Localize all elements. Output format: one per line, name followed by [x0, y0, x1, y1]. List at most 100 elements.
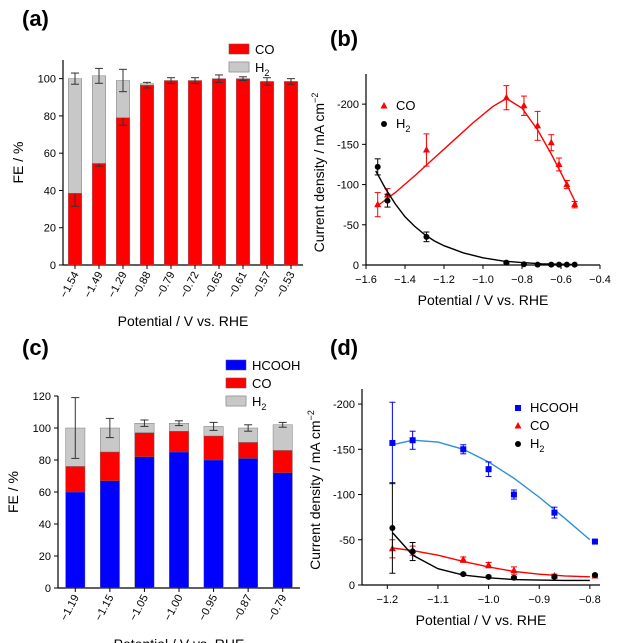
y-tick-label-d: -50 [339, 535, 355, 547]
bar-c-hcooh [272, 472, 293, 589]
legend-label-c: CO [252, 376, 272, 391]
x-tick-label-a: −0.53 [274, 270, 298, 300]
y-tick-label-c: 20 [39, 551, 51, 563]
x-tick-label-a: −0.79 [154, 270, 178, 300]
y-tick-label-a: 40 [44, 185, 56, 197]
bar-a-co [212, 78, 226, 266]
data-point-d-hcooh [389, 439, 396, 446]
bar-a-co [236, 78, 250, 266]
bar-c-hcooh [99, 480, 120, 589]
x-tick-label-a: −0.72 [178, 270, 202, 300]
legend-swatch-c [225, 395, 247, 407]
y-tick-label-c: 0 [45, 583, 51, 595]
x-tick-label-c: −0.87 [231, 593, 255, 623]
y-tick-label-a: 60 [44, 148, 56, 160]
data-point-b-co [555, 160, 563, 167]
data-point-d-hcooh [485, 466, 492, 473]
data-point-b-co [571, 200, 579, 208]
y-tick-label-b: -50 [343, 220, 359, 232]
y-axis-label-c: FE / % [5, 471, 21, 513]
data-point-b-co [547, 138, 555, 146]
bar-c-hcooh [203, 459, 224, 589]
bar-a-h2 [92, 75, 106, 164]
legend-label-a: H2 [255, 60, 269, 78]
x-tick-label-c: −0.95 [197, 593, 221, 623]
bar-c-co [99, 451, 120, 481]
legend-swatch-c [225, 359, 247, 371]
data-point-d-h2 [510, 574, 517, 581]
x-tick-label-c: −1.19 [58, 593, 82, 623]
legend-marker-d [514, 422, 522, 429]
data-point-b-h2 [503, 259, 510, 266]
bar-c-hcooh [169, 451, 189, 589]
bar-c-co [238, 442, 259, 459]
bar-c-co [65, 466, 86, 493]
data-point-d-hcooh [591, 538, 598, 545]
data-point-d-h2 [460, 571, 467, 578]
x-tick-label-c: −1.05 [127, 593, 151, 623]
legend-marker-d [515, 441, 521, 447]
legend-marker-b [381, 121, 387, 127]
data-point-d-hcooh [460, 446, 467, 453]
x-tick-label-d: −0.8 [579, 594, 601, 606]
y-tick-label-a: 20 [44, 223, 56, 235]
data-point-d-hcooh [409, 437, 416, 444]
x-tick-label-d: −0.9 [528, 594, 550, 606]
y-tick-label-a: 80 [44, 111, 56, 123]
y-axis-label-b: Current density / mA cm−2 [310, 93, 327, 253]
data-point-b-h2 [571, 261, 578, 268]
x-tick-label-c: −1.15 [93, 593, 117, 623]
data-point-b-co [520, 101, 528, 109]
legend-label-d: H2 [530, 436, 544, 454]
data-point-d-co [510, 566, 518, 574]
data-point-b-h2 [556, 261, 563, 268]
bar-c-co [203, 435, 224, 461]
x-tick-label-c: −0.79 [266, 593, 290, 623]
panel-label-a: (a) [22, 6, 49, 31]
panel-label-b: (b) [330, 26, 358, 51]
x-tick-label-b: −1.2 [433, 274, 455, 286]
legend-label-b: H2 [396, 116, 410, 134]
plot-area-d [362, 389, 600, 585]
y-tick-label-c: 60 [39, 487, 51, 499]
bar-a-co [116, 117, 130, 266]
y-tick-label-d: -100 [333, 490, 355, 502]
bar-a-h2 [68, 78, 82, 194]
legend-label-c: HCOOH [252, 358, 300, 373]
y-tick-label-c: 120 [33, 391, 51, 403]
x-axis-label-a: Potential / V vs. RHE [118, 313, 249, 329]
x-tick-label-d: −1.1 [427, 594, 449, 606]
legend-swatch-a [228, 43, 250, 55]
data-point-b-h2 [563, 261, 570, 268]
x-tick-label-b: −1.6 [355, 274, 377, 286]
data-point-b-h2 [423, 233, 430, 240]
bar-a-co [140, 84, 154, 266]
bar-a-co [260, 81, 274, 266]
y-tick-label-a: 0 [50, 260, 56, 272]
data-point-d-h2 [485, 573, 492, 580]
bar-c-co [169, 431, 189, 453]
x-tick-label-a: −1.54 [58, 270, 82, 300]
bar-a-co [164, 80, 178, 266]
bar-c-co [272, 450, 293, 473]
data-point-b-co [502, 93, 510, 101]
bar-a-h2 [140, 83, 154, 86]
bar-c-hcooh [238, 458, 259, 589]
legend-marker-d [515, 405, 521, 411]
bar-a-co [188, 80, 202, 266]
x-tick-label-a: −0.88 [130, 270, 154, 300]
x-tick-label-d: −1.2 [376, 594, 398, 606]
fit-line-b-co [375, 97, 578, 208]
x-tick-label-a: −0.65 [202, 270, 226, 300]
y-tick-label-d: 0 [349, 580, 355, 592]
x-tick-label-b: −0.4 [589, 274, 611, 286]
fit-line-d-hcooh [392, 439, 591, 541]
data-point-d-hcooh [510, 491, 517, 498]
legend-swatch-c [225, 377, 247, 389]
data-point-b-co [422, 145, 430, 153]
y-axis-label-a: FE / % [10, 141, 26, 183]
bar-a-co [284, 81, 298, 266]
bar-c-co [134, 432, 155, 457]
bar-c-hcooh [134, 456, 155, 589]
